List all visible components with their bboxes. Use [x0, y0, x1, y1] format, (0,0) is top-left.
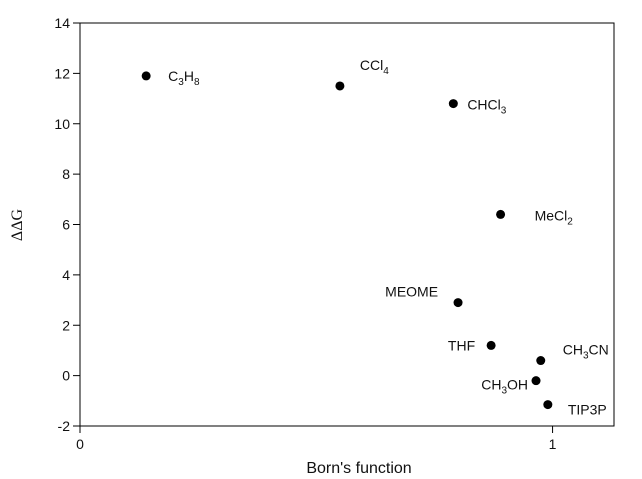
y-tick-label: 12: [54, 65, 70, 81]
data-point-c3h8: [141, 71, 151, 81]
y-axis-title: ΔΔG: [9, 208, 26, 241]
point-label-tip3p: TIP3P: [568, 402, 607, 418]
data-point-thf: [486, 340, 496, 350]
point-label-thf: THF: [448, 337, 475, 353]
y-tick-label: 14: [54, 15, 70, 31]
data-point-ch3cn: [536, 356, 546, 366]
point-label-ccl4: CCl4: [360, 57, 389, 77]
y-tick-label: 2: [62, 317, 70, 333]
tick-labels: -2 0 2 4 6 8 10 12 14 0 1: [54, 15, 556, 452]
point-label-part: CH: [563, 342, 583, 358]
point-label-c3h8: C3H8: [168, 68, 200, 88]
x-tick-label: 1: [549, 436, 557, 452]
data-point-meome: [453, 298, 463, 308]
y-tick-label: 8: [62, 166, 70, 182]
point-label-part: 8: [194, 77, 200, 88]
data-point-ch3oh: [531, 376, 541, 386]
axes: [73, 22, 615, 433]
point-label-part: 4: [383, 66, 389, 77]
y-tick-label: 4: [62, 267, 70, 283]
point-label-part: H: [184, 68, 194, 84]
y-tick-label: 0: [62, 368, 70, 384]
point-label-chcl3: CHCl3: [467, 97, 506, 117]
y-tick-label: 6: [62, 217, 70, 233]
point-label-part: CCl: [360, 57, 383, 73]
point-label-part: 3: [583, 351, 589, 362]
data-points: [141, 71, 553, 410]
data-point-ccl4: [335, 81, 345, 91]
point-label-part: CHCl: [467, 97, 500, 113]
x-axis-title: Born's function: [306, 460, 411, 477]
point-label-ch3cn: CH3CN: [563, 342, 609, 362]
point-label-ch3oh: CH3OH: [481, 377, 528, 397]
data-point-chcl3: [448, 99, 458, 109]
point-label-meome: MEOME: [385, 284, 438, 300]
data-point-mecl2: [496, 209, 506, 219]
point-label-part: 2: [567, 216, 573, 227]
point-label-part: OH: [507, 377, 528, 393]
point-label-part: MEOME: [385, 284, 438, 300]
point-label-part: THF: [448, 337, 475, 353]
point-label-part: 3: [501, 106, 507, 117]
y-tick-label: -2: [58, 418, 71, 434]
point-label-part: 3: [178, 77, 184, 88]
point-label-part: TIP3P: [568, 402, 607, 418]
point-label-part: 3: [501, 386, 507, 397]
data-point-tip3p: [543, 400, 553, 410]
x-tick-label: 0: [76, 436, 84, 452]
y-tick-label: 10: [54, 116, 70, 132]
point-label-mecl2: MeCl2: [535, 207, 574, 227]
plot-frame: [79, 22, 615, 427]
point-label-part: MeCl: [535, 207, 568, 223]
point-label-part: C: [168, 68, 178, 84]
point-label-part: CN: [589, 342, 609, 358]
point-label-part: CH: [481, 377, 501, 393]
